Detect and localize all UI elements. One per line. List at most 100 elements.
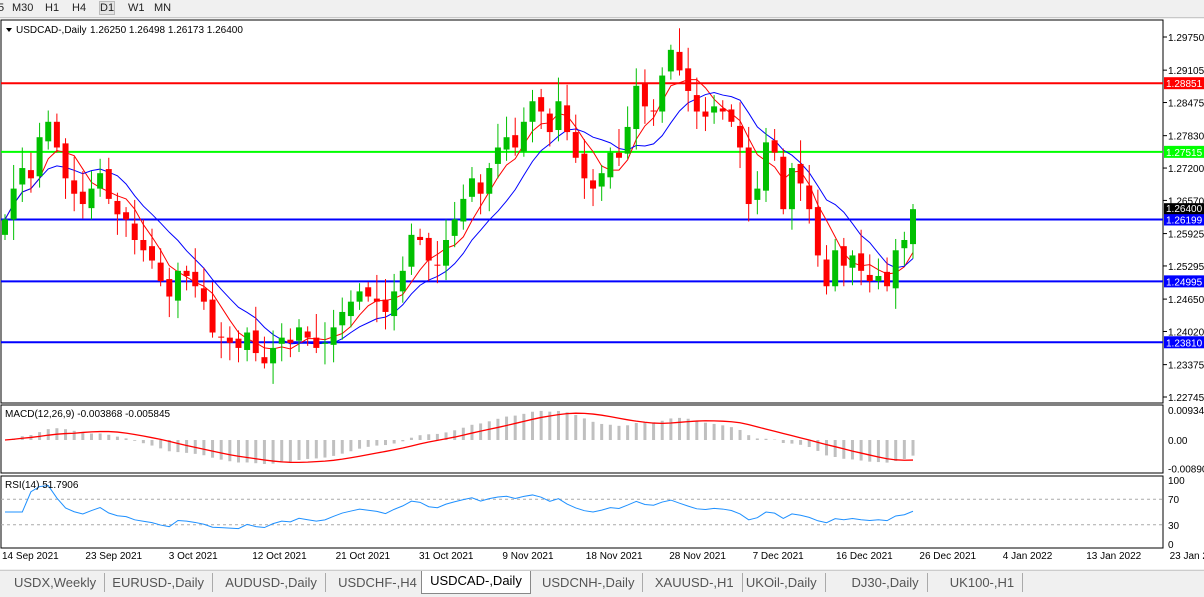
candle-body bbox=[226, 337, 233, 343]
candle-body bbox=[615, 152, 622, 158]
candle-body bbox=[183, 270, 190, 276]
price-tick-label: 1.23375 bbox=[1168, 361, 1204, 372]
candle bbox=[123, 207, 130, 237]
candle bbox=[339, 297, 346, 340]
level-label: 1.26199 bbox=[1166, 215, 1203, 226]
candle bbox=[460, 184, 467, 230]
level-label-bg bbox=[1164, 213, 1204, 226]
price-tick-label: 1.24650 bbox=[1168, 295, 1204, 306]
level-label-bg bbox=[1164, 77, 1204, 90]
candle bbox=[633, 68, 640, 150]
chart-svg[interactable]: 1.28851 1.27515 1.26199 1.24995 1.23810 1.297… bbox=[0, 19, 1204, 569]
candle bbox=[849, 250, 856, 286]
price-tick-label: 1.29750 bbox=[1168, 33, 1204, 44]
candle bbox=[79, 171, 86, 219]
candle-body bbox=[174, 270, 181, 301]
date-label: 26 Dec 2021 bbox=[919, 551, 976, 562]
candle-body bbox=[641, 83, 648, 107]
candle bbox=[451, 201, 458, 248]
candle bbox=[149, 228, 156, 269]
candle bbox=[71, 156, 78, 212]
candle-body bbox=[79, 191, 86, 205]
candle bbox=[884, 257, 891, 292]
price-tick-label: 1.24020 bbox=[1168, 327, 1204, 338]
candle bbox=[615, 128, 622, 166]
timeframe-M30[interactable]: M30 bbox=[12, 2, 34, 14]
tab-audusd-daily[interactable]: AUDUSD-,Daily bbox=[217, 573, 326, 592]
candle-body bbox=[192, 271, 199, 287]
candle-body bbox=[667, 49, 674, 72]
candle-body bbox=[598, 173, 605, 187]
collapse-triangle-icon bbox=[6, 28, 12, 32]
candle-body bbox=[434, 264, 441, 266]
candle-body bbox=[503, 137, 510, 150]
candle bbox=[261, 336, 268, 369]
tab-uk100-h1[interactable]: UK100-,H1 bbox=[942, 573, 1024, 592]
candle bbox=[650, 99, 657, 126]
candle-body bbox=[443, 239, 450, 266]
candle-body bbox=[27, 170, 34, 179]
candle-body bbox=[529, 101, 536, 122]
candle bbox=[901, 231, 908, 266]
timeframe-H4[interactable]: H4 bbox=[72, 2, 87, 14]
candle bbox=[270, 330, 277, 384]
candle-body bbox=[866, 274, 873, 282]
timeframe-H1[interactable]: H1 bbox=[45, 2, 60, 14]
price-tick-label: 1.27830 bbox=[1168, 132, 1204, 143]
candle bbox=[702, 97, 709, 132]
timeframe-MN[interactable]: MN bbox=[154, 2, 172, 14]
tab-usdchf-h4[interactable]: USDCHF-,H4 bbox=[330, 573, 426, 592]
chart-area[interactable]: 1.28851 1.27515 1.26199 1.24995 1.23810 1.297… bbox=[0, 19, 1204, 569]
candle-body bbox=[771, 140, 778, 153]
candle bbox=[373, 274, 380, 323]
candle bbox=[468, 167, 475, 202]
tab-ukoil-daily[interactable]: UKOil-,Daily bbox=[738, 573, 826, 592]
tab-usdcnh-daily[interactable]: USDCNH-,Daily bbox=[534, 573, 644, 592]
candle bbox=[771, 128, 778, 161]
tab-usdx-weekly[interactable]: USDX,Weekly bbox=[6, 573, 106, 592]
macd-tick-label: -0.00890 bbox=[1168, 465, 1204, 476]
candle-body bbox=[538, 97, 545, 112]
candle bbox=[572, 114, 579, 163]
candle-body bbox=[910, 209, 916, 245]
candle bbox=[356, 283, 363, 310]
candle bbox=[417, 228, 424, 246]
level-label: 1.24995 bbox=[1166, 277, 1203, 288]
tab-eurusd-daily[interactable]: EURUSD-,Daily bbox=[104, 573, 214, 592]
timeframe-W1[interactable]: W1 bbox=[128, 2, 145, 14]
candle bbox=[166, 267, 173, 318]
candle-body bbox=[468, 178, 475, 197]
candle-body bbox=[71, 180, 78, 194]
candle bbox=[365, 282, 372, 302]
candle bbox=[892, 238, 899, 309]
candle-body bbox=[114, 200, 121, 215]
candle bbox=[399, 256, 406, 303]
tab-xauusd-h1[interactable]: XAUUSD-,H1 bbox=[647, 573, 743, 592]
candle-body bbox=[157, 262, 164, 282]
candle-body bbox=[408, 234, 415, 267]
timeframe-5[interactable]: 5 bbox=[0, 2, 5, 14]
candle bbox=[183, 265, 190, 291]
rsi-tick-label: 70 bbox=[1168, 495, 1180, 506]
candle bbox=[503, 116, 510, 161]
rsi-tick-label: 30 bbox=[1168, 521, 1180, 532]
tab-usdcad-daily[interactable]: USDCAD-,Daily bbox=[421, 571, 531, 594]
current-price-bg bbox=[1164, 203, 1204, 215]
candle-body bbox=[520, 121, 527, 152]
timeframe-D1[interactable]: D1 bbox=[98, 1, 116, 15]
tab-dj30-daily[interactable]: DJ30-,Daily bbox=[844, 573, 928, 592]
candle bbox=[53, 113, 60, 153]
candle bbox=[226, 326, 233, 361]
candle-body bbox=[36, 137, 43, 177]
candle bbox=[321, 322, 328, 365]
date-label: 23 Sep 2021 bbox=[85, 551, 142, 562]
candle bbox=[278, 323, 285, 362]
candle-body bbox=[200, 288, 207, 302]
level-label-bg bbox=[1164, 145, 1204, 158]
candle bbox=[330, 309, 337, 363]
candle bbox=[832, 238, 839, 292]
rsi-tick-label: 100 bbox=[1168, 476, 1185, 487]
candle bbox=[762, 127, 769, 202]
candle-body bbox=[88, 188, 95, 209]
candle-body bbox=[278, 337, 285, 344]
